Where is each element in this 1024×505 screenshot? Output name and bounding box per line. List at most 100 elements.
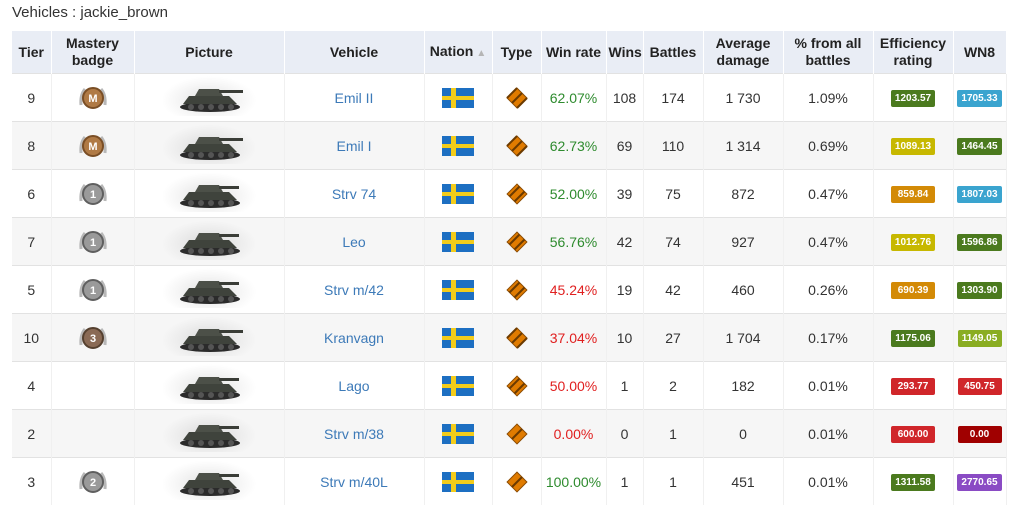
mastery-badge-cell: 1 (51, 170, 134, 218)
svg-text:1: 1 (89, 237, 95, 249)
tank-picture (161, 460, 257, 500)
mastery-badge-icon: 1 (52, 275, 134, 305)
avg-damage-cell: 872 (703, 170, 783, 218)
winrate-cell: 62.73% (541, 122, 606, 170)
efficiency-badge: 1089.13 (891, 138, 935, 155)
page-title: Vehicles : jackie_brown (12, 4, 168, 21)
col-header-pct[interactable]: % from all battles (783, 31, 873, 74)
vehicle-link[interactable]: Emil I (337, 138, 372, 154)
picture-cell (134, 314, 284, 362)
pct-battles-cell: 0.01% (783, 410, 873, 458)
vehicles-table: Tier Mastery badge Picture Vehicle Natio… (12, 31, 1007, 505)
col-header-mastery[interactable]: Mastery badge (51, 31, 134, 74)
winrate-cell: 62.07% (541, 74, 606, 122)
type-cell (492, 218, 541, 266)
avg-damage-cell: 0 (703, 410, 783, 458)
sweden-flag-icon (425, 136, 492, 156)
winrate-cell: 56.76% (541, 218, 606, 266)
vehicle-type-icon (493, 470, 541, 494)
nation-cell (424, 362, 492, 410)
efficiency-badge: 1012.76 (891, 234, 935, 251)
efficiency-badge: 859.84 (891, 186, 935, 203)
efficiency-cell: 1089.13 (873, 122, 953, 170)
winrate-cell: 45.24% (541, 266, 606, 314)
table-row: 10 3 Kranvagn 37.04% 10 27 1 704 0.17% 1… (12, 314, 1006, 362)
vehicle-link[interactable]: Kranvagn (324, 330, 384, 346)
vehicle-link[interactable]: Strv 74 (332, 186, 376, 202)
mastery-badge-cell: 3 (51, 314, 134, 362)
winrate-cell: 52.00% (541, 170, 606, 218)
col-header-vehicle[interactable]: Vehicle (284, 31, 424, 74)
sweden-flag-icon (425, 472, 492, 492)
nation-cell (424, 266, 492, 314)
wins-cell: 19 (606, 266, 643, 314)
avg-damage-cell: 182 (703, 362, 783, 410)
mastery-badge-icon: 1 (52, 227, 134, 257)
vehicle-link[interactable]: Emil II (335, 90, 374, 106)
nation-cell (424, 410, 492, 458)
battles-cell: 110 (643, 122, 703, 170)
vehicle-link[interactable]: Strv m/40L (320, 474, 388, 490)
col-header-nation[interactable]: Nation▲ (424, 31, 492, 74)
table-row: 6 1 Strv 74 52.00% 39 75 872 0.47% 859.8… (12, 170, 1006, 218)
tank-picture (161, 220, 257, 260)
col-header-eff[interactable]: Efficiency rating (873, 31, 953, 74)
winrate-cell: 37.04% (541, 314, 606, 362)
mastery-badge-cell (51, 410, 134, 458)
efficiency-cell: 1175.06 (873, 314, 953, 362)
battles-cell: 174 (643, 74, 703, 122)
col-header-avgdmg[interactable]: Average damage (703, 31, 783, 74)
table-row: 9 M Emil II 62.07% 108 174 1 730 1.09% 1… (12, 74, 1006, 122)
vehicle-cell: Emil II (284, 74, 424, 122)
vehicle-link[interactable]: Strv m/38 (324, 426, 384, 442)
mastery-badge-icon: 2 (52, 467, 134, 497)
nation-cell (424, 122, 492, 170)
tier-cell: 7 (12, 218, 51, 266)
picture-cell (134, 122, 284, 170)
vehicle-link[interactable]: Strv m/42 (324, 282, 384, 298)
vehicle-cell: Lago (284, 362, 424, 410)
pct-battles-cell: 0.47% (783, 218, 873, 266)
col-header-battles[interactable]: Battles (643, 31, 703, 74)
wins-cell: 108 (606, 74, 643, 122)
wn8-cell: 1149.05 (953, 314, 1006, 362)
tier-cell: 10 (12, 314, 51, 362)
avg-damage-cell: 1 704 (703, 314, 783, 362)
mastery-badge-cell: M (51, 74, 134, 122)
wn8-badge: 1705.33 (957, 90, 1001, 107)
sweden-flag-icon (425, 328, 492, 348)
vehicle-type-icon (493, 86, 541, 110)
avg-damage-cell: 460 (703, 266, 783, 314)
vehicle-type-icon (493, 278, 541, 302)
vehicle-link[interactable]: Lago (338, 378, 369, 394)
vehicle-cell: Kranvagn (284, 314, 424, 362)
vehicle-link[interactable]: Leo (342, 234, 365, 250)
table-row: 5 1 Strv m/42 45.24% 19 42 460 0.26% 690… (12, 266, 1006, 314)
picture-cell (134, 74, 284, 122)
vehicle-type-icon (493, 182, 541, 206)
efficiency-badge: 1203.57 (891, 90, 935, 107)
wn8-cell: 0.00 (953, 410, 1006, 458)
wn8-badge: 1807.03 (957, 186, 1001, 203)
battles-cell: 2 (643, 362, 703, 410)
wn8-badge: 1303.90 (957, 282, 1001, 299)
col-header-wins[interactable]: Wins (606, 31, 643, 74)
col-header-winrate[interactable]: Win rate (541, 31, 606, 74)
efficiency-cell: 293.77 (873, 362, 953, 410)
nation-cell (424, 314, 492, 362)
tank-picture (161, 412, 257, 452)
sweden-flag-icon (425, 88, 492, 108)
type-cell (492, 362, 541, 410)
wn8-badge: 1149.05 (958, 330, 1002, 347)
wn8-cell: 1807.03 (953, 170, 1006, 218)
mastery-badge-icon: 3 (52, 323, 134, 353)
type-cell (492, 314, 541, 362)
wins-cell: 0 (606, 410, 643, 458)
vehicle-cell: Leo (284, 218, 424, 266)
type-cell (492, 74, 541, 122)
col-header-tier[interactable]: Tier (12, 31, 51, 74)
col-header-wn8[interactable]: WN8 (953, 31, 1006, 74)
col-header-picture[interactable]: Picture (134, 31, 284, 74)
col-header-type[interactable]: Type (492, 31, 541, 74)
picture-cell (134, 218, 284, 266)
